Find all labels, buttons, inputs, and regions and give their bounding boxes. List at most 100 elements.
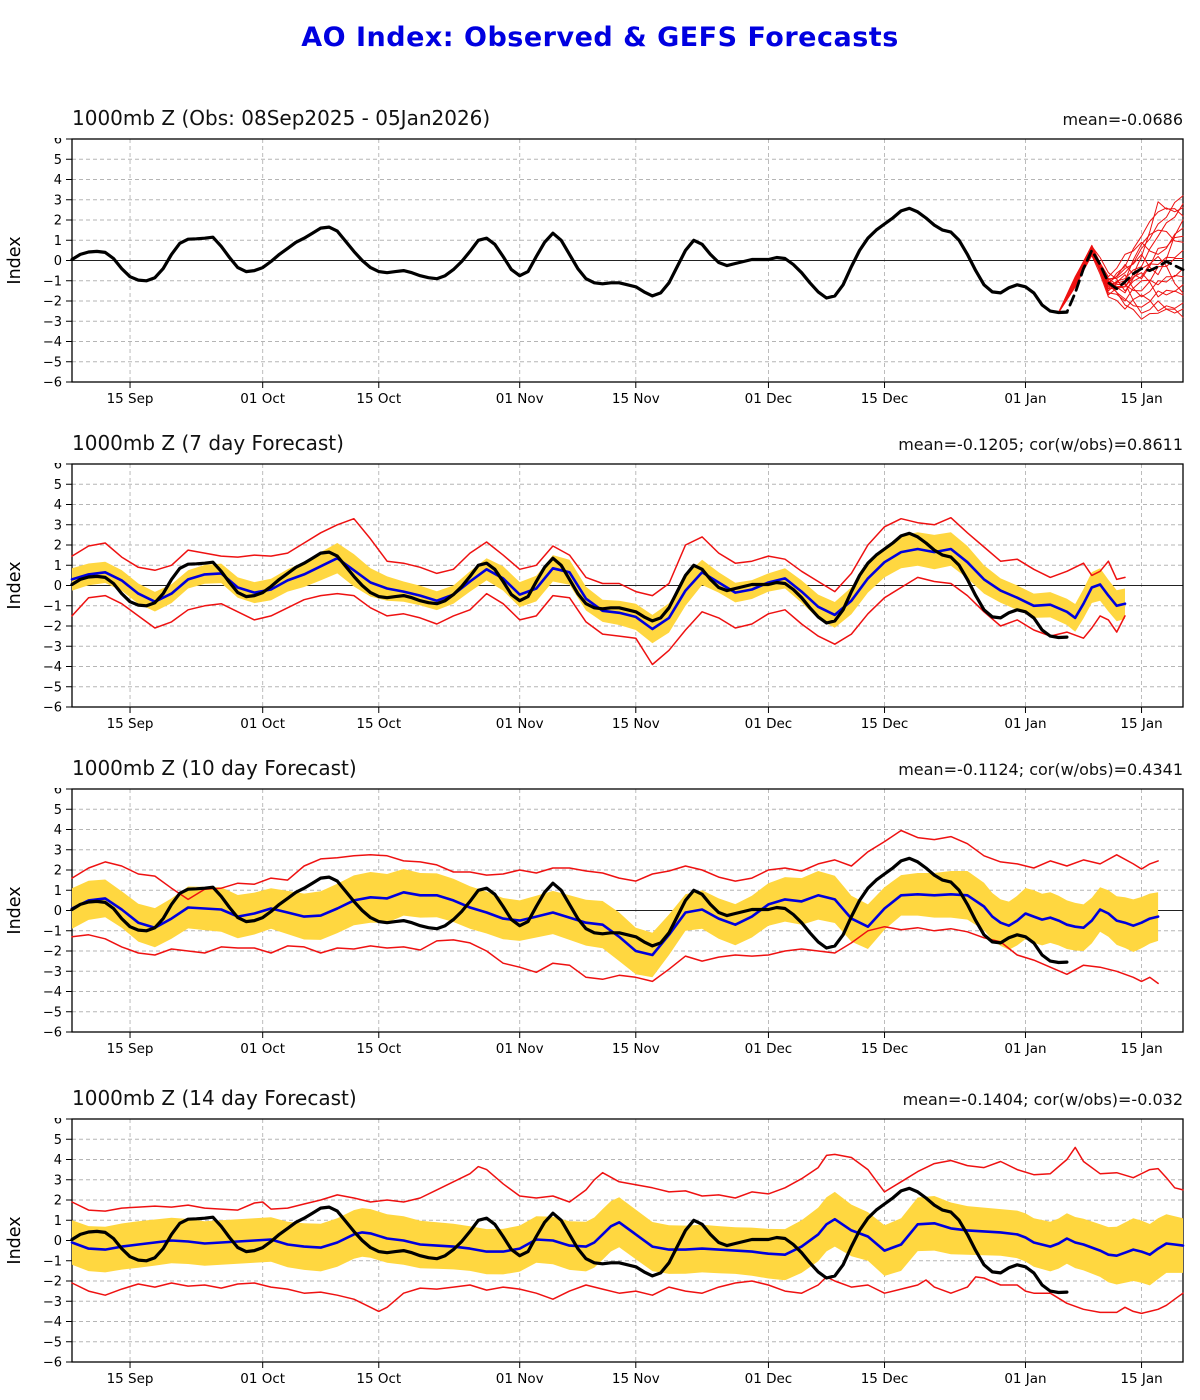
svg-text:01 Jan: 01 Jan (1004, 716, 1046, 732)
svg-text:15 Sep: 15 Sep (107, 391, 154, 407)
svg-text:−3: −3 (43, 965, 62, 980)
svg-text:−4: −4 (43, 335, 62, 350)
svg-text:0: 0 (54, 579, 62, 594)
svg-text:15 Sep: 15 Sep (107, 716, 154, 732)
svg-text:15 Nov: 15 Nov (612, 716, 660, 732)
svg-text:−1: −1 (43, 599, 62, 614)
svg-text:−2: −2 (43, 1275, 62, 1290)
svg-text:01 Oct: 01 Oct (240, 716, 285, 732)
panel-10day-header: 1000mb Z (10 day Forecast) mean=-0.1124;… (72, 756, 1183, 780)
svg-text:−4: −4 (43, 1315, 62, 1330)
panel-10day-title: 1000mb Z (10 day Forecast) (72, 756, 357, 780)
svg-text:−6: −6 (43, 1356, 62, 1371)
svg-text:1: 1 (54, 1214, 62, 1229)
svg-text:15 Jan: 15 Jan (1120, 716, 1162, 732)
svg-text:1: 1 (54, 559, 62, 574)
svg-text:15 Nov: 15 Nov (612, 1041, 660, 1057)
svg-text:−6: −6 (43, 701, 62, 716)
svg-text:−5: −5 (43, 1005, 62, 1020)
svg-text:5: 5 (54, 478, 62, 493)
panel-10day-stats: mean=-0.1124; cor(w/obs)=0.4341 (898, 760, 1183, 779)
svg-text:5: 5 (54, 803, 62, 818)
svg-text:−5: −5 (43, 1335, 62, 1350)
svg-text:0: 0 (54, 904, 62, 919)
svg-text:−3: −3 (43, 1295, 62, 1310)
svg-text:2: 2 (54, 864, 62, 879)
panel-obs-title: 1000mb Z (Obs: 08Sep2025 - 05Jan2026) (72, 106, 491, 130)
plot-14day-forecast: 15 Sep 01 Oct 15 Oct 01 Nov 15 Nov 01 Dec 15 D… (5, 1118, 1185, 1387)
panel-7day-header: 1000mb Z (7 day Forecast) mean=-0.1205; … (72, 431, 1183, 455)
plot-10day-forecast: 15 Sep 01 Oct 15 Oct 01 Nov 15 Nov 01 Dec 15 D… (5, 788, 1184, 1057)
panel-14day-stats: mean=-0.1404; cor(w/obs)=-0.032 (902, 1090, 1183, 1109)
panel-14day-title: 1000mb Z (14 day Forecast) (72, 1086, 357, 1110)
plot-7day-forecast: 15 Sep 01 Oct 15 Oct 01 Nov 15 Nov 01 Dec 15 D… (5, 463, 1184, 732)
svg-text:15 Jan: 15 Jan (1120, 1371, 1162, 1387)
svg-text:3: 3 (54, 518, 62, 533)
panel-obs-stats: mean=-0.0686 (1062, 110, 1183, 129)
svg-text:15 Nov: 15 Nov (612, 1371, 660, 1387)
svg-text:−5: −5 (43, 355, 62, 370)
svg-text:15 Dec: 15 Dec (861, 1041, 909, 1057)
svg-text:−4: −4 (43, 985, 62, 1000)
svg-text:−1: −1 (43, 924, 62, 939)
svg-text:2: 2 (54, 214, 62, 229)
svg-text:−1: −1 (43, 274, 62, 289)
svg-text:6: 6 (54, 138, 62, 148)
svg-text:−5: −5 (43, 680, 62, 695)
svg-text:01 Dec: 01 Dec (745, 1371, 793, 1387)
svg-text:−4: −4 (43, 660, 62, 675)
svg-text:−6: −6 (43, 376, 62, 391)
svg-text:15 Sep: 15 Sep (107, 1041, 154, 1057)
svg-text:4: 4 (54, 498, 62, 513)
svg-text:6: 6 (54, 1118, 62, 1128)
svg-text:1: 1 (54, 884, 62, 899)
svg-text:4: 4 (54, 173, 62, 188)
svg-text:01 Oct: 01 Oct (240, 1371, 285, 1387)
svg-text:15 Jan: 15 Jan (1120, 1041, 1162, 1057)
svg-text:15 Oct: 15 Oct (356, 1371, 401, 1387)
svg-text:15 Oct: 15 Oct (356, 1041, 401, 1057)
svg-text:01 Oct: 01 Oct (240, 1041, 285, 1057)
svg-text:01 Jan: 01 Jan (1004, 391, 1046, 407)
svg-text:6: 6 (54, 463, 62, 473)
svg-text:15 Dec: 15 Dec (861, 391, 909, 407)
figure-title: AO Index: Observed & GEFS Forecasts (301, 22, 899, 53)
svg-text:Index: Index (5, 1216, 25, 1264)
svg-text:01 Jan: 01 Jan (1004, 1371, 1046, 1387)
svg-text:01 Oct: 01 Oct (240, 391, 285, 407)
svg-text:01 Dec: 01 Dec (745, 391, 793, 407)
svg-text:−3: −3 (43, 315, 62, 330)
svg-text:15 Sep: 15 Sep (107, 1371, 154, 1387)
plot-observed: 15 Sep 01 Oct 15 Oct 01 Nov 15 Nov 01 Dec 15 D… (5, 138, 1185, 407)
svg-text:01 Nov: 01 Nov (496, 391, 544, 407)
panel-7day-stats: mean=-0.1205; cor(w/obs)=0.8611 (898, 435, 1183, 454)
svg-text:−2: −2 (43, 945, 62, 960)
svg-text:0: 0 (54, 1234, 62, 1249)
svg-text:Index: Index (5, 886, 25, 934)
svg-text:3: 3 (54, 843, 62, 858)
svg-text:01 Nov: 01 Nov (496, 1041, 544, 1057)
svg-text:0: 0 (54, 254, 62, 269)
svg-text:15 Nov: 15 Nov (612, 391, 660, 407)
svg-text:Index: Index (5, 236, 25, 284)
svg-text:−1: −1 (43, 1254, 62, 1269)
svg-text:5: 5 (54, 153, 62, 168)
svg-text:6: 6 (54, 788, 62, 798)
svg-text:15 Oct: 15 Oct (356, 391, 401, 407)
svg-text:01 Jan: 01 Jan (1004, 1041, 1046, 1057)
svg-text:−2: −2 (43, 620, 62, 635)
panel-14day-header: 1000mb Z (14 day Forecast) mean=-0.1404;… (72, 1086, 1183, 1110)
svg-text:1: 1 (54, 234, 62, 249)
svg-text:2: 2 (54, 1194, 62, 1209)
svg-text:15 Dec: 15 Dec (861, 716, 909, 732)
svg-text:−3: −3 (43, 640, 62, 655)
svg-text:3: 3 (54, 1173, 62, 1188)
svg-text:4: 4 (54, 823, 62, 838)
svg-text:5: 5 (54, 1133, 62, 1148)
svg-text:15 Dec: 15 Dec (861, 1371, 909, 1387)
svg-text:01 Dec: 01 Dec (745, 1041, 793, 1057)
svg-text:01 Nov: 01 Nov (496, 1371, 544, 1387)
svg-text:−6: −6 (43, 1026, 62, 1041)
svg-text:15 Jan: 15 Jan (1120, 391, 1162, 407)
svg-text:01 Nov: 01 Nov (496, 716, 544, 732)
